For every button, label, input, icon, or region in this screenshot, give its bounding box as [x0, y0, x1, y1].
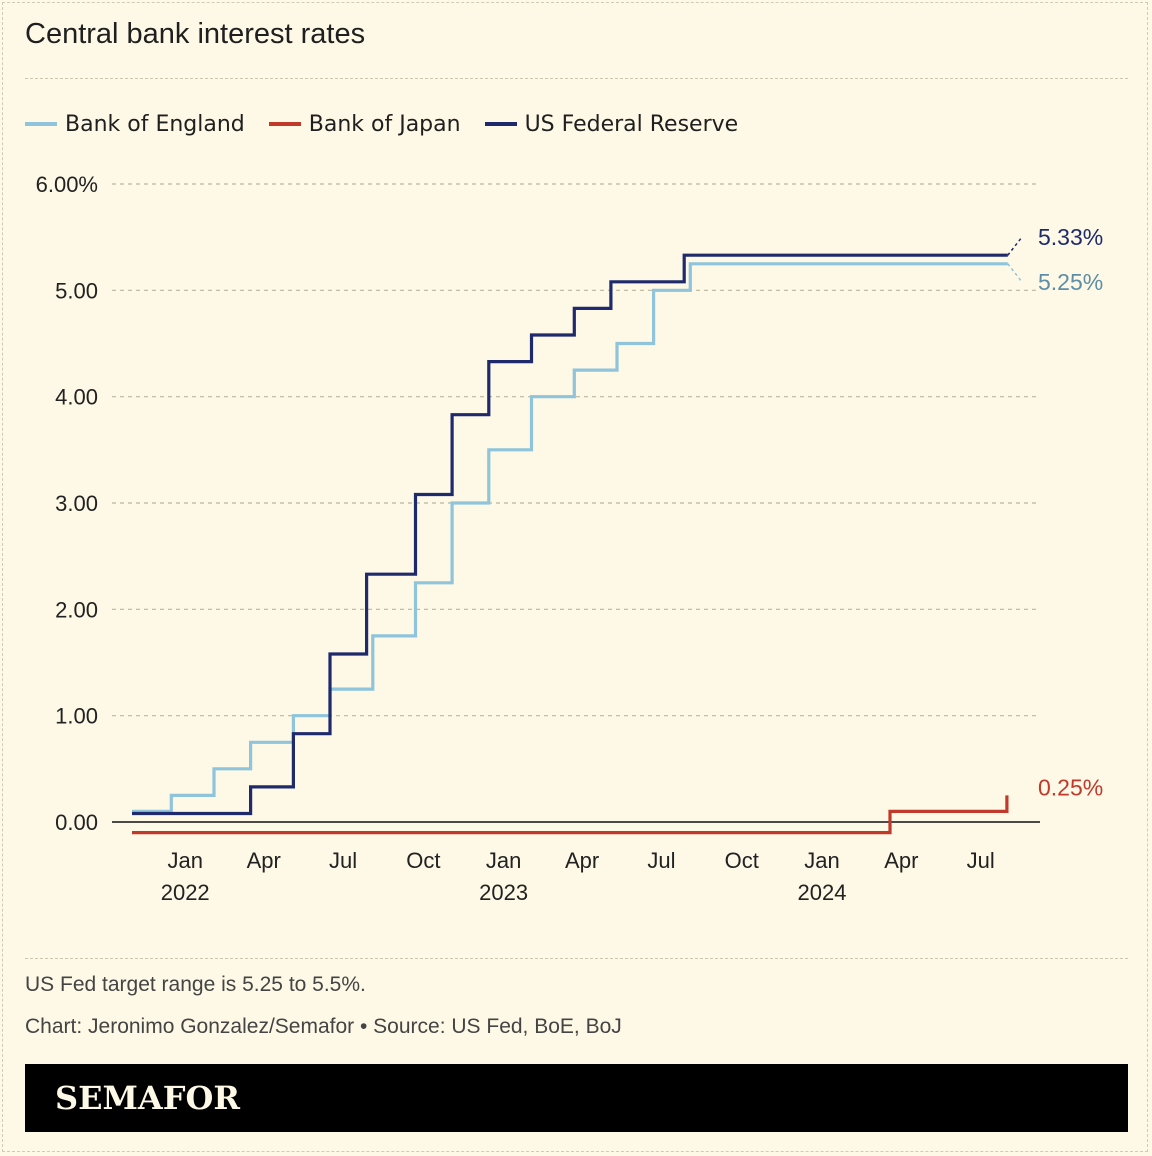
y-tick-label: 0.00	[55, 810, 98, 835]
series-line-2	[132, 253, 1008, 816]
title-divider	[25, 78, 1128, 79]
legend: Bank of England Bank of Japan US Federal…	[25, 108, 738, 140]
legend-item-boe: Bank of England	[25, 112, 245, 137]
legend-item-fed: US Federal Reserve	[484, 111, 739, 137]
end-value-label: 5.25%	[1038, 269, 1103, 295]
chart-note: US Fed target range is 5.25 to 5.5%.	[25, 973, 366, 996]
x-tick-year-label: 2024	[798, 880, 847, 905]
series-line-0	[132, 262, 1008, 813]
x-tick-year-label: 2023	[479, 880, 528, 905]
footer-divider	[25, 958, 1128, 959]
chart-title: Central bank interest rates	[25, 18, 366, 50]
y-tick-label: 2.00	[55, 597, 98, 622]
end-value-label: 0.25%	[1038, 774, 1103, 800]
x-tick-label: Jan	[804, 848, 839, 873]
end-value-label: 5.33%	[1038, 224, 1103, 250]
legend-swatch-fed	[484, 122, 517, 126]
brand-logo: SEMAFOR	[55, 1079, 240, 1117]
x-tick-year-label: 2022	[161, 880, 210, 905]
legend-label-boe: Bank of England	[65, 111, 245, 137]
x-tick-label: Jan	[486, 848, 521, 873]
legend-label-fed: US Federal Reserve	[524, 111, 739, 137]
legend-item-boj: Bank of Japan	[268, 111, 461, 137]
y-tick-label: 5.00	[55, 278, 98, 303]
x-tick-label: Oct	[406, 848, 440, 873]
x-tick-label: Jul	[329, 848, 357, 873]
end-label-leader	[1007, 236, 1023, 256]
y-tick-label: 6.00%	[36, 172, 98, 197]
brand-bar: SEMAFOR	[25, 1064, 1128, 1132]
y-tick-label: 3.00	[55, 491, 98, 516]
x-tick-label: Apr	[247, 848, 281, 873]
chart-credit: Chart: Jeronimo Gonzalez/Semafor • Sourc…	[25, 1015, 622, 1038]
legend-swatch-boe	[25, 122, 57, 126]
x-tick-label: Apr	[565, 848, 599, 873]
end-label-leader	[1007, 263, 1023, 283]
x-tick-label: Apr	[884, 848, 918, 873]
x-tick-label: Jan	[167, 848, 202, 873]
x-tick-label: Jul	[967, 848, 995, 873]
x-tick-label: Oct	[725, 848, 759, 873]
series-line-1	[132, 795, 1009, 835]
line-chart: 6.00% 5.00 4.00 3.00 2.00 1.00 0.00 Jan 2022 Apr J…	[36, 172, 1104, 905]
y-tick-label: 4.00	[55, 385, 98, 410]
y-tick-label: 1.00	[55, 704, 98, 729]
legend-swatch-boj	[268, 122, 301, 126]
x-tick-label: Jul	[647, 848, 675, 873]
legend-label-boj: Bank of Japan	[308, 111, 461, 137]
